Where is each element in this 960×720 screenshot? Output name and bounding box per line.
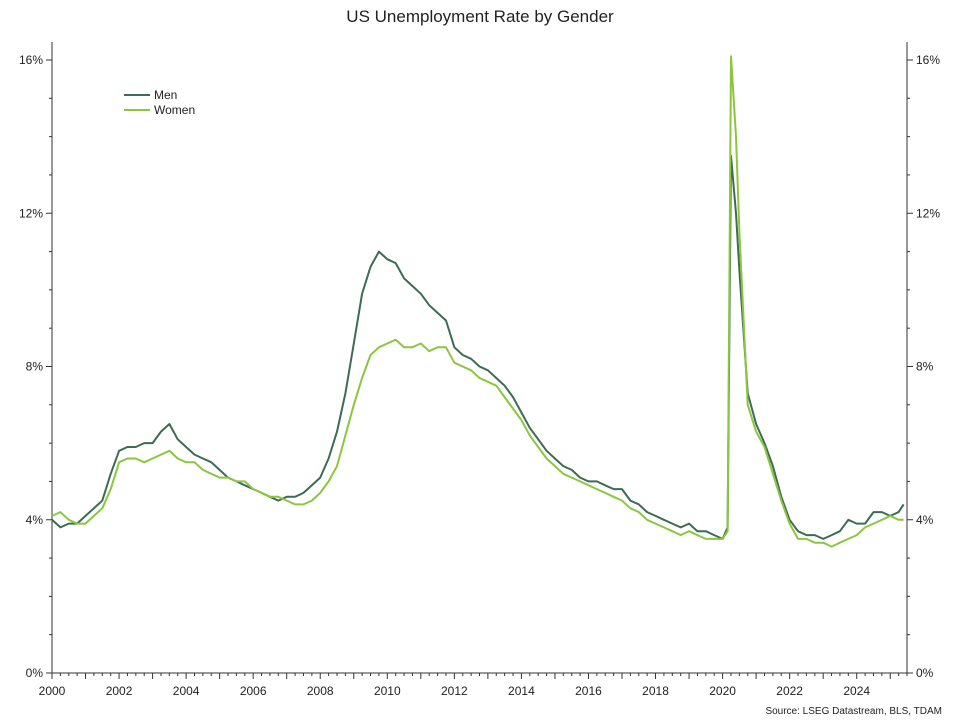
x-tick-label: 2020: [709, 684, 736, 698]
x-tick-label: 2014: [508, 684, 535, 698]
x-tick-label: 2000: [39, 684, 66, 698]
axes-group: 0% 0% 4% 4% 8% 8% 12% 12% 16% 16% 2000 2002 2004 2006…: [19, 42, 940, 698]
series-line-women: [51, 55, 904, 548]
legend-label-men: Men: [154, 88, 177, 102]
x-tick-label: 2012: [441, 684, 468, 698]
x-tick-label: 2018: [642, 684, 669, 698]
source-note: Source: LSEG Datastream, BLS, TDAM: [765, 706, 942, 717]
y-tick-label-right: 0%: [916, 666, 934, 680]
x-tick-label: 2016: [575, 684, 602, 698]
y-tick-label-left: 0%: [26, 666, 44, 680]
x-tick-label: 2024: [843, 684, 870, 698]
x-tick-label: 2010: [374, 684, 401, 698]
y-tick-label-left: 4%: [26, 513, 44, 527]
chart-title: US Unemployment Rate by Gender: [346, 7, 614, 26]
legend-label-women: Women: [154, 103, 195, 117]
plot-lines-group: [51, 55, 905, 548]
y-tick-label-right: 4%: [916, 513, 934, 527]
series-line-men: [51, 154, 905, 540]
y-tick-label-left: 16%: [19, 53, 43, 67]
y-tick-label-right: 16%: [916, 53, 940, 67]
x-tick-label: 2008: [307, 684, 334, 698]
x-tick-label: 2006: [240, 684, 267, 698]
x-tick-label: 2002: [106, 684, 133, 698]
y-tick-label-right: 12%: [916, 206, 940, 220]
y-tick-label-left: 8%: [26, 360, 44, 374]
y-tick-label-right: 8%: [916, 360, 934, 374]
x-tick-label: 2004: [173, 684, 200, 698]
y-tick-label-left: 12%: [19, 206, 43, 220]
x-tick-label: 2022: [776, 684, 803, 698]
